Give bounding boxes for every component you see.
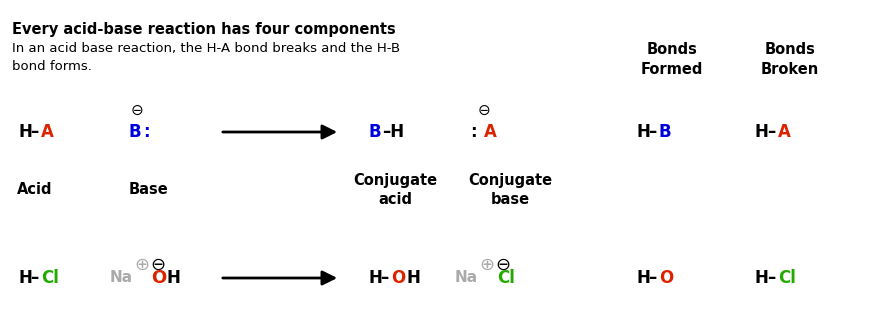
Text: H: H <box>368 269 382 287</box>
Text: H: H <box>406 269 420 287</box>
Text: H: H <box>636 123 650 141</box>
Text: Cl: Cl <box>497 269 515 287</box>
Text: B: B <box>128 123 141 141</box>
Text: Bonds
Broken: Bonds Broken <box>761 42 819 77</box>
Text: –: – <box>30 269 38 287</box>
Text: A: A <box>484 123 497 141</box>
Text: Acid: Acid <box>17 182 53 198</box>
Text: –H: –H <box>382 123 404 141</box>
Text: H: H <box>18 123 32 141</box>
Text: O: O <box>659 269 673 287</box>
Text: A: A <box>778 123 791 141</box>
Text: ⊖: ⊖ <box>495 256 510 274</box>
Text: H: H <box>755 269 769 287</box>
Text: –: – <box>648 269 657 287</box>
Text: A: A <box>41 123 54 141</box>
Text: ⊖: ⊖ <box>478 102 491 118</box>
Text: O: O <box>391 269 405 287</box>
Text: In an acid base reaction, the H-A bond breaks and the H-B
bond forms.: In an acid base reaction, the H-A bond b… <box>12 42 401 73</box>
Text: ⊖: ⊖ <box>150 256 165 274</box>
Text: O: O <box>151 269 166 287</box>
Text: ⊕: ⊕ <box>479 256 494 274</box>
Text: ⊕: ⊕ <box>134 256 149 274</box>
Text: H: H <box>636 269 650 287</box>
Text: B: B <box>368 123 381 141</box>
Text: Every acid-base reaction has four components: Every acid-base reaction has four compon… <box>12 22 396 37</box>
Text: –: – <box>648 123 657 141</box>
Text: :: : <box>143 123 150 141</box>
Text: –: – <box>767 269 775 287</box>
Text: Na: Na <box>110 270 133 286</box>
Text: Base: Base <box>128 182 168 198</box>
Text: Cl: Cl <box>778 269 796 287</box>
Text: Bonds
Formed: Bonds Formed <box>640 42 703 77</box>
Text: H: H <box>18 269 32 287</box>
Text: Conjugate
base: Conjugate base <box>468 173 552 207</box>
Text: B: B <box>659 123 672 141</box>
Text: –: – <box>30 123 38 141</box>
Text: H: H <box>755 123 769 141</box>
Text: :: : <box>470 123 476 141</box>
Text: ⊖: ⊖ <box>131 102 144 118</box>
Text: Conjugate
acid: Conjugate acid <box>353 173 437 207</box>
Text: Na: Na <box>455 270 478 286</box>
Text: H: H <box>166 269 180 287</box>
Text: –: – <box>380 269 388 287</box>
Text: Cl: Cl <box>41 269 59 287</box>
Text: –: – <box>767 123 775 141</box>
